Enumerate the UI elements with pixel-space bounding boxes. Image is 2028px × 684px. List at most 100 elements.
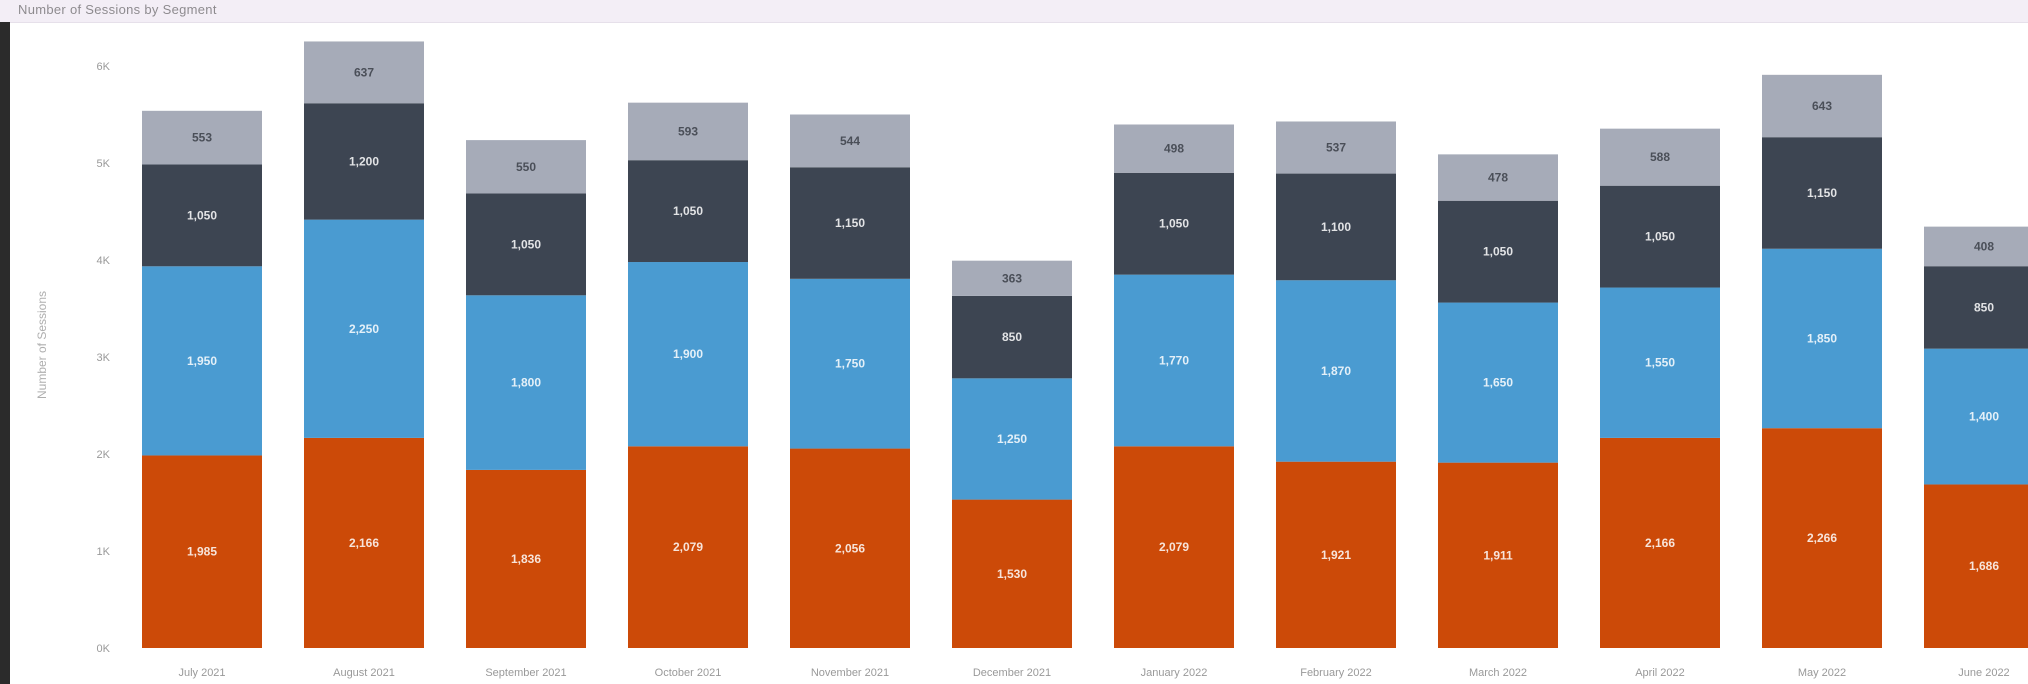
- bar-segment[interactable]: [1762, 248, 1882, 429]
- chart-title: Number of Sessions by Segment: [18, 2, 217, 17]
- bar-segment[interactable]: [142, 455, 262, 648]
- bar-segment[interactable]: [1276, 173, 1396, 281]
- bar-segment[interactable]: [1600, 437, 1720, 648]
- bar-value-label: 1,686: [1969, 559, 1999, 573]
- x-tick-label: February 2022: [1300, 667, 1372, 679]
- bar-stack: 1,911 1,650 1,050 478: [1438, 154, 1558, 648]
- bar-stack: 1,836 1,800 1,050 550: [466, 140, 586, 648]
- bar-segment[interactable]: [952, 378, 1072, 500]
- bar-segment[interactable]: [1114, 172, 1234, 275]
- bar-value-label: 1,530: [997, 567, 1027, 581]
- bar-segment[interactable]: [304, 103, 424, 220]
- bar-value-label: 1,800: [511, 376, 541, 390]
- bar-segment[interactable]: [1924, 226, 2028, 267]
- bar-segment[interactable]: [790, 448, 910, 648]
- bar-segment[interactable]: [1600, 287, 1720, 438]
- bar-segment[interactable]: [952, 260, 1072, 296]
- bar-value-label: 850: [1974, 300, 1994, 314]
- bar-segment[interactable]: [628, 102, 748, 161]
- bar-segment[interactable]: [628, 160, 748, 263]
- bar-value-label: 1,400: [1969, 410, 1999, 424]
- bar-value-label: 2,079: [673, 540, 703, 554]
- bar-segment[interactable]: [790, 114, 910, 168]
- x-tick-label: May 2022: [1798, 667, 1846, 679]
- bar-value-label: 1,150: [835, 216, 865, 230]
- bar-segment[interactable]: [790, 167, 910, 279]
- bar-segment[interactable]: [1438, 462, 1558, 648]
- bar-segment[interactable]: [1438, 302, 1558, 463]
- bar-segment[interactable]: [952, 499, 1072, 648]
- bar-value-label: 637: [354, 65, 374, 79]
- bar-value-label: 593: [678, 124, 698, 138]
- x-tick-label: April 2022: [1635, 667, 1685, 679]
- bar-value-label: 2,079: [1159, 540, 1189, 554]
- y-tick-label: 5K: [97, 158, 111, 170]
- bar-segment[interactable]: [1276, 280, 1396, 462]
- bar-segment[interactable]: [304, 219, 424, 438]
- bar-value-label: 1,650: [1483, 376, 1513, 390]
- bar-stack: 1,686 1,400 850 408: [1924, 226, 2028, 648]
- bar-segment[interactable]: [1114, 124, 1234, 173]
- bar-segment[interactable]: [1762, 137, 1882, 249]
- bar-segment[interactable]: [466, 469, 586, 648]
- bar-value-label: 1,250: [997, 432, 1027, 446]
- bar-segment[interactable]: [142, 110, 262, 165]
- bar-segment[interactable]: [1762, 428, 1882, 648]
- bar-value-label: 1,750: [835, 357, 865, 371]
- y-tick-label: 1K: [97, 546, 111, 558]
- bar-segment[interactable]: [1276, 121, 1396, 174]
- window-frame-edge: [0, 22, 10, 684]
- bar-value-label: 1,985: [187, 545, 217, 559]
- bar-segment[interactable]: [1114, 446, 1234, 648]
- bar-value-label: 2,056: [835, 541, 865, 555]
- bar-value-label: 1,050: [187, 208, 217, 222]
- bar-value-label: 2,266: [1807, 531, 1837, 545]
- bar-segment[interactable]: [1762, 74, 1882, 138]
- bar-segment[interactable]: [304, 437, 424, 648]
- bar-segment[interactable]: [466, 193, 586, 296]
- bar-value-label: 1,050: [673, 204, 703, 218]
- bar-segment[interactable]: [790, 278, 910, 449]
- bar-segment[interactable]: [1600, 128, 1720, 186]
- bar-value-label: 1,911: [1483, 548, 1513, 562]
- bar-segment[interactable]: [628, 446, 748, 648]
- x-tick-label: September 2021: [485, 667, 566, 679]
- bar-value-label: 553: [192, 131, 212, 145]
- bar-value-label: 537: [1326, 141, 1346, 155]
- x-tick-label: October 2021: [655, 667, 722, 679]
- bar-segment[interactable]: [1600, 185, 1720, 288]
- bar-value-label: 1,050: [1483, 245, 1513, 259]
- bar-groups: 1,985 1,950 1,050 553 2,166 2,250 1,200 637 1,83…: [142, 41, 2028, 648]
- bar-value-label: 1,200: [349, 154, 379, 168]
- bar-value-label: 1,836: [511, 552, 541, 566]
- bar-value-label: 544: [840, 134, 860, 148]
- bar-segment[interactable]: [1924, 266, 2028, 349]
- bar-value-label: 478: [1488, 171, 1508, 185]
- x-tick-label: March 2022: [1469, 667, 1527, 679]
- x-axis: July 2021 August 2021 September 2021 Octobe…: [178, 667, 2009, 679]
- bar-segment[interactable]: [1438, 154, 1558, 201]
- y-tick-label: 6K: [97, 61, 111, 73]
- bar-segment[interactable]: [1438, 200, 1558, 303]
- bar-segment[interactable]: [952, 295, 1072, 379]
- bar-value-label: 1,921: [1321, 548, 1351, 562]
- x-tick-label: June 2022: [1958, 667, 2009, 679]
- bar-segment[interactable]: [142, 266, 262, 456]
- y-axis: Number of Sessions 0K 1K 2K 3K 4K 5K 6K: [35, 61, 111, 655]
- title-bar: Number of Sessions by Segment: [0, 0, 2028, 23]
- bar-segment[interactable]: [1924, 348, 2028, 485]
- bar-segment[interactable]: [466, 295, 586, 470]
- bar-segment[interactable]: [1924, 484, 2028, 648]
- bar-value-label: 498: [1164, 142, 1184, 156]
- bar-segment[interactable]: [304, 41, 424, 104]
- bar-stack: 2,079 1,900 1,050 593: [628, 102, 748, 648]
- bar-segment[interactable]: [628, 262, 748, 447]
- bar-segment[interactable]: [142, 164, 262, 267]
- bar-stack: 2,166 2,250 1,200 637: [304, 41, 424, 648]
- bar-value-label: 550: [516, 160, 536, 174]
- bar-segment[interactable]: [1114, 274, 1234, 447]
- bar-value-label: 1,950: [187, 354, 217, 368]
- bar-segment[interactable]: [466, 140, 586, 194]
- bar-stack: 1,921 1,870 1,100 537: [1276, 121, 1396, 648]
- bar-segment[interactable]: [1276, 461, 1396, 648]
